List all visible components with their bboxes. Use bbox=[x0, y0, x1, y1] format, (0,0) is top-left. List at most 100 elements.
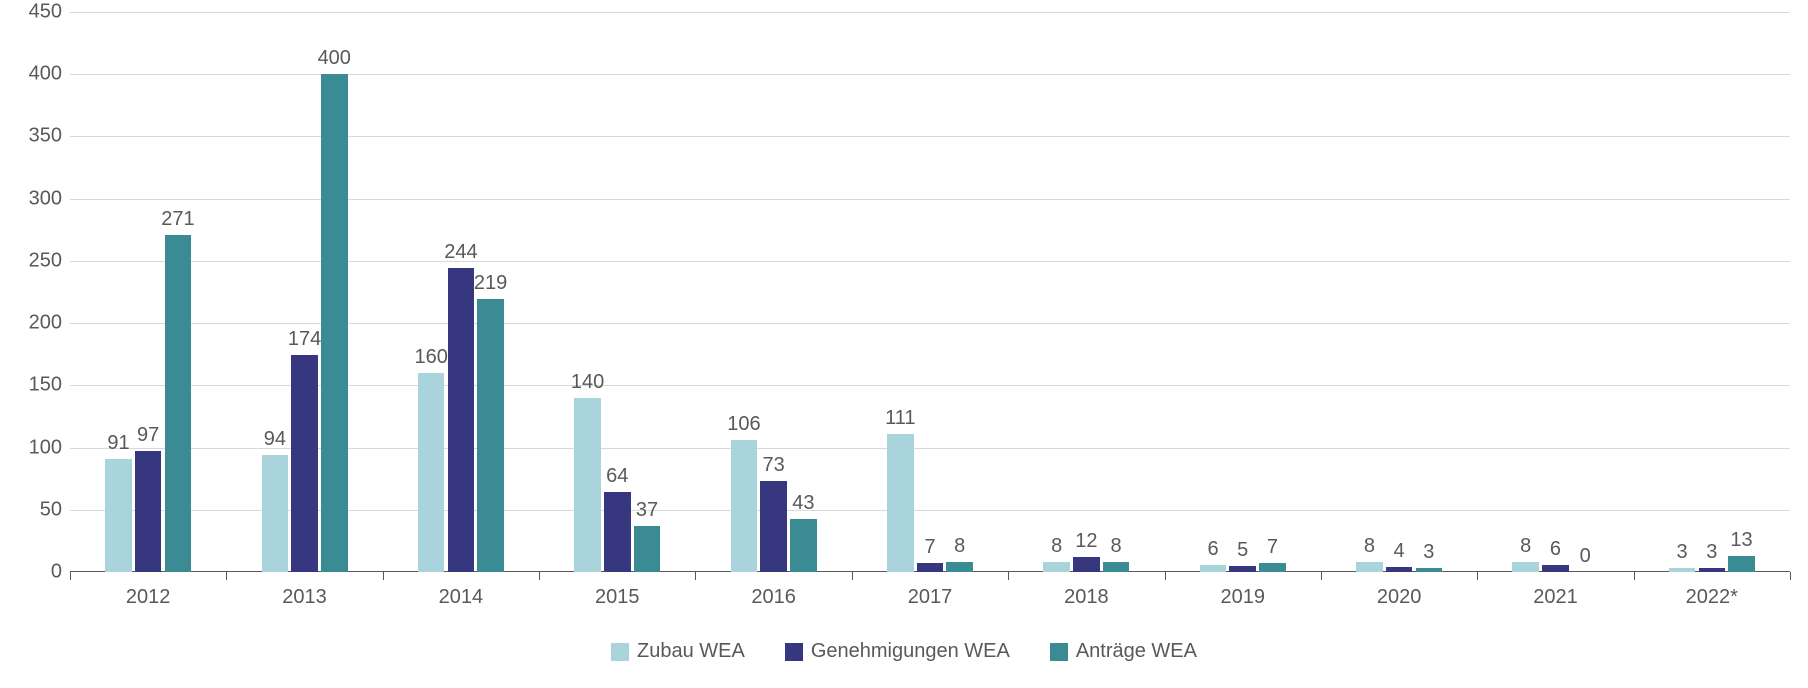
y-tick-label: 150 bbox=[29, 374, 70, 397]
bar-label-zubau: 8 bbox=[1364, 535, 1375, 558]
x-category-label: 2013 bbox=[282, 572, 327, 609]
bar-genehm bbox=[291, 355, 318, 572]
bar-genehm bbox=[1073, 557, 1100, 572]
bar-zubau bbox=[1200, 565, 1227, 572]
bar-label-zubau: 8 bbox=[1051, 535, 1062, 558]
legend-item-zubau: Zubau WEA bbox=[611, 640, 745, 663]
bar-label-zubau: 94 bbox=[264, 428, 286, 451]
bar-label-antraege: 8 bbox=[954, 535, 965, 558]
legend-swatch-genehm bbox=[785, 643, 803, 661]
x-tick bbox=[383, 572, 384, 580]
x-category-label: 2016 bbox=[751, 572, 796, 609]
x-tick bbox=[1477, 572, 1478, 580]
bar-label-antraege: 8 bbox=[1111, 535, 1122, 558]
wea-bar-chart: 0501001502002503003504004502012919727120… bbox=[0, 0, 1808, 688]
bar-label-genehm: 97 bbox=[137, 424, 159, 447]
bar-label-zubau: 140 bbox=[571, 371, 604, 394]
bar-genehm bbox=[760, 481, 787, 572]
x-tick bbox=[1321, 572, 1322, 580]
bar-label-antraege: 271 bbox=[161, 208, 194, 231]
bar-label-antraege: 3 bbox=[1423, 541, 1434, 564]
bar-antraege bbox=[946, 562, 973, 572]
x-tick bbox=[70, 572, 71, 580]
bar-label-genehm: 7 bbox=[924, 536, 935, 559]
bar-zubau bbox=[574, 398, 601, 572]
bar-genehm bbox=[448, 268, 475, 572]
x-tick bbox=[226, 572, 227, 580]
bar-label-antraege: 0 bbox=[1580, 545, 1591, 568]
legend: Zubau WEA Genehmigungen WEA Anträge WEA bbox=[0, 640, 1808, 663]
y-tick-label: 300 bbox=[29, 187, 70, 210]
bar-label-genehm: 5 bbox=[1237, 539, 1248, 562]
bar-label-zubau: 3 bbox=[1677, 541, 1688, 564]
bar-label-genehm: 6 bbox=[1550, 538, 1561, 561]
legend-item-genehm: Genehmigungen WEA bbox=[785, 640, 1010, 663]
x-tick bbox=[1165, 572, 1166, 580]
y-tick-label: 400 bbox=[29, 63, 70, 86]
bar-antraege bbox=[477, 299, 504, 572]
x-category-label: 2021 bbox=[1533, 572, 1578, 609]
bar-label-genehm: 4 bbox=[1394, 540, 1405, 563]
bar-label-antraege: 400 bbox=[318, 47, 351, 70]
legend-label-genehm: Genehmigungen WEA bbox=[811, 640, 1010, 663]
x-category-label: 2018 bbox=[1064, 572, 1109, 609]
bar-antraege bbox=[1103, 562, 1130, 572]
bar-zubau bbox=[887, 434, 914, 572]
x-tick bbox=[852, 572, 853, 580]
x-tick bbox=[1008, 572, 1009, 580]
bar-label-antraege: 13 bbox=[1730, 529, 1752, 552]
bar-label-antraege: 43 bbox=[792, 492, 814, 515]
bar-zubau bbox=[262, 455, 289, 572]
y-tick-label: 200 bbox=[29, 312, 70, 335]
bar-label-zubau: 8 bbox=[1520, 535, 1531, 558]
legend-swatch-antraege bbox=[1050, 643, 1068, 661]
bar-label-zubau: 106 bbox=[727, 413, 760, 436]
bar-label-genehm: 3 bbox=[1706, 541, 1717, 564]
bar-genehm bbox=[1542, 565, 1569, 572]
bar-zubau bbox=[1669, 568, 1696, 572]
x-tick bbox=[1634, 572, 1635, 580]
y-tick-label: 50 bbox=[40, 498, 70, 521]
bar-label-antraege: 7 bbox=[1267, 536, 1278, 559]
plot-area: 0501001502002503003504004502012919727120… bbox=[70, 12, 1790, 572]
legend-item-antraege: Anträge WEA bbox=[1050, 640, 1197, 663]
bar-zubau bbox=[1043, 562, 1070, 572]
bar-zubau bbox=[731, 440, 758, 572]
bar-label-zubau: 160 bbox=[415, 346, 448, 369]
bar-zubau bbox=[1356, 562, 1383, 572]
y-tick-label: 350 bbox=[29, 125, 70, 148]
legend-label-zubau: Zubau WEA bbox=[637, 640, 745, 663]
bar-label-zubau: 91 bbox=[107, 432, 129, 455]
bar-label-genehm: 64 bbox=[606, 465, 628, 488]
y-tick-label: 100 bbox=[29, 436, 70, 459]
bar-antraege bbox=[790, 519, 817, 573]
x-tick bbox=[695, 572, 696, 580]
x-tick bbox=[539, 572, 540, 580]
x-category-label: 2020 bbox=[1377, 572, 1422, 609]
y-tick-label: 0 bbox=[51, 561, 70, 584]
x-category-label: 2022* bbox=[1686, 572, 1738, 609]
bar-antraege bbox=[634, 526, 661, 572]
x-category-label: 2014 bbox=[439, 572, 484, 609]
bar-label-genehm: 12 bbox=[1075, 530, 1097, 553]
bar-antraege bbox=[1416, 568, 1443, 572]
bar-zubau bbox=[105, 459, 132, 572]
bar-genehm bbox=[604, 492, 631, 572]
x-category-label: 2012 bbox=[126, 572, 171, 609]
bar-genehm bbox=[1386, 567, 1413, 572]
bar-antraege bbox=[321, 74, 348, 572]
bar-genehm bbox=[917, 563, 944, 572]
bar-label-antraege: 37 bbox=[636, 499, 658, 522]
bar-label-zubau: 111 bbox=[885, 407, 915, 430]
bar-label-genehm: 174 bbox=[288, 328, 321, 351]
bar-label-genehm: 73 bbox=[763, 454, 785, 477]
bar-antraege bbox=[1728, 556, 1755, 572]
bar-antraege bbox=[1259, 563, 1286, 572]
x-category-label: 2017 bbox=[908, 572, 953, 609]
bar-label-zubau: 6 bbox=[1207, 538, 1218, 561]
x-category-label: 2015 bbox=[595, 572, 640, 609]
x-category-label: 2019 bbox=[1220, 572, 1265, 609]
legend-label-antraege: Anträge WEA bbox=[1076, 640, 1197, 663]
legend-swatch-zubau bbox=[611, 643, 629, 661]
bar-antraege bbox=[165, 235, 192, 572]
